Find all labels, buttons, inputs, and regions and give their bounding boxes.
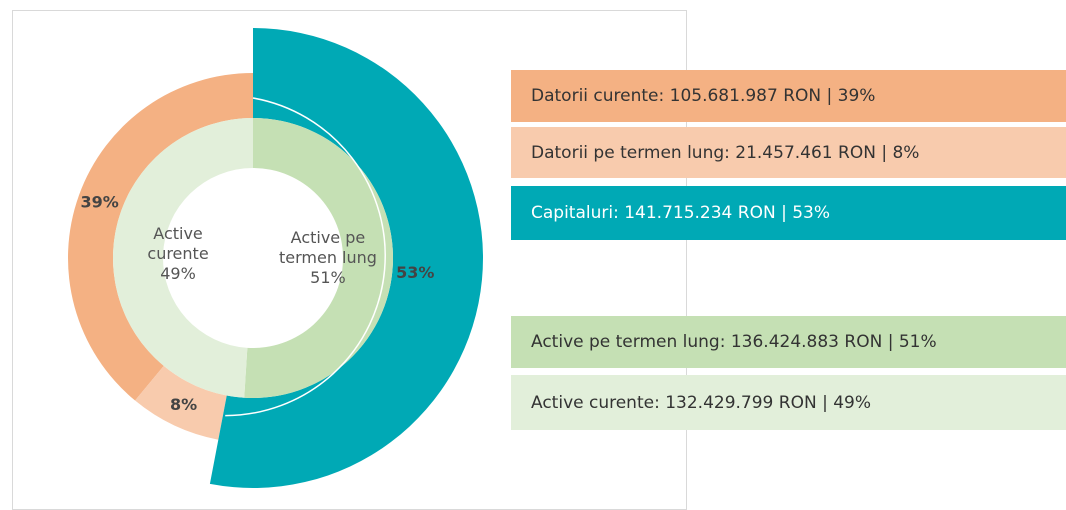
donut-segment xyxy=(209,28,484,488)
separator xyxy=(225,97,386,417)
segment-label: Active pe termen lung 51% xyxy=(273,228,383,288)
value-label: 8% xyxy=(170,395,197,414)
donut-segment xyxy=(68,73,254,401)
legend-entry: Active curente: 132.429.799 RON | 49% xyxy=(511,375,1066,430)
segment-label: Active curente 49% xyxy=(123,224,233,284)
legend-entry: Capitaluri: 141.715.234 RON | 53% xyxy=(511,186,1066,240)
donut-segment xyxy=(244,118,393,398)
segment-label-text: Active pe termen lung xyxy=(278,228,377,268)
donut-segment xyxy=(135,365,227,440)
legend-entry: Active pe termen lung: 136.424.883 RON |… xyxy=(511,316,1066,368)
segment-label-text: 51% xyxy=(310,268,346,288)
donut-segment xyxy=(112,118,253,398)
chart: 39% 8% 53% xyxy=(68,28,484,488)
segment-label-text: Active curente xyxy=(147,223,209,263)
segment-label-text: 49% xyxy=(160,263,196,283)
value-label: 53% xyxy=(396,263,434,282)
legend-entry: Datorii pe termen lung: 21.457.461 RON |… xyxy=(511,127,1066,178)
legend-entry: Datorii curente: 105.681.987 RON | 39% xyxy=(511,70,1066,122)
value-label: 39% xyxy=(80,192,118,211)
